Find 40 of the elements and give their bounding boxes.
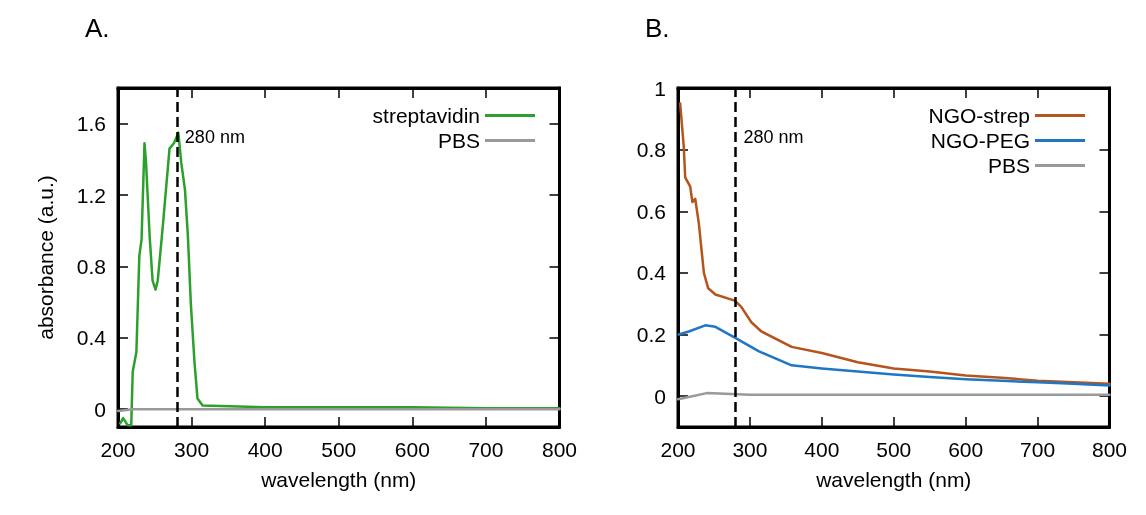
x-tick-label: 200 — [660, 438, 696, 461]
y-tick-label: 1.6 — [76, 112, 106, 136]
y-axis-title: absorbance (a.u.) — [34, 175, 57, 340]
x-tick-label: 300 — [732, 438, 768, 461]
legend-label: NGO-PEG — [930, 129, 1030, 152]
line-series — [678, 102, 1111, 386]
x-tick-label: 400 — [247, 438, 283, 461]
x-tick-label: 800 — [1091, 438, 1127, 461]
y-tick-label: 1.2 — [76, 183, 106, 207]
y-tick-label: 0.4 — [76, 326, 107, 350]
line-series — [677, 324, 1111, 387]
x-tick-label: 300 — [174, 438, 210, 461]
x-tick-label: 700 — [1020, 438, 1056, 461]
x-tick-label: 700 — [468, 438, 504, 461]
chart-title: A. — [85, 13, 110, 43]
y-tick-label: 0 — [94, 397, 106, 421]
x-tick-label: 500 — [321, 438, 357, 461]
x-axis-title: wavelength (nm) — [260, 468, 417, 491]
y-tick-label: 0.4 — [636, 261, 667, 285]
x-tick-label: 600 — [948, 438, 984, 461]
x-tick-label: 200 — [100, 438, 136, 461]
ref-line-label: 280 nm — [184, 127, 245, 147]
x-tick-label: 500 — [876, 438, 912, 461]
x-tick-label: 800 — [541, 438, 577, 461]
x-tick-label: 400 — [804, 438, 840, 461]
legend-label: streptavidin — [372, 104, 480, 127]
legend-label: NGO-strep — [928, 104, 1030, 127]
y-tick-label: 0.8 — [636, 138, 666, 162]
y-tick-label: 0.8 — [76, 254, 106, 278]
chart-title: B. — [645, 13, 670, 43]
line-series — [676, 391, 1111, 401]
y-tick-label: 1 — [654, 76, 666, 100]
y-tick-label: 0 — [654, 384, 666, 408]
ref-line-label: 280 nm — [743, 127, 804, 147]
y-tick-label: 0.2 — [636, 323, 666, 347]
x-tick-label: 600 — [394, 438, 430, 461]
x-axis-title: wavelength (nm) — [815, 468, 972, 491]
legend-label: PBS — [987, 154, 1030, 177]
legend-label: PBS — [437, 129, 480, 152]
y-tick-label: 0.6 — [636, 199, 666, 223]
